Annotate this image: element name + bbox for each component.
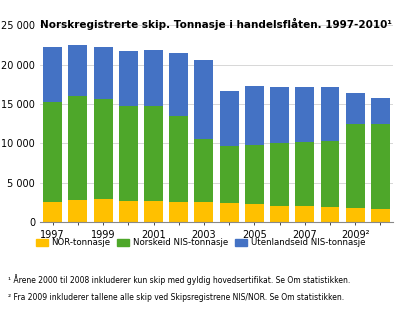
Bar [69, 96, 87, 200]
Bar [94, 99, 113, 199]
Bar [94, 47, 113, 99]
Bar [169, 53, 188, 116]
Bar [43, 47, 62, 102]
Bar [371, 209, 390, 222]
Bar [69, 45, 87, 96]
Bar [295, 87, 314, 142]
Bar [371, 99, 390, 124]
Bar [346, 208, 365, 222]
Bar [371, 124, 390, 209]
Bar [194, 202, 213, 222]
Bar [194, 139, 213, 202]
Bar [119, 201, 138, 222]
Bar [144, 50, 163, 106]
Bar [194, 60, 213, 139]
Text: ¹ Årene 2000 til 2008 inkluderer kun skip med gyldig hovedsertifikat. Se Om stat: ¹ Årene 2000 til 2008 inkluderer kun ski… [8, 274, 350, 285]
Bar [94, 199, 113, 222]
Bar [320, 141, 339, 207]
Bar [43, 202, 62, 222]
Bar [320, 87, 339, 141]
Bar [220, 203, 239, 222]
Legend: NOR-tonnasje, Norskeid NIS-tonnasje, Utenlandseid NIS-tonnasje: NOR-tonnasje, Norskeid NIS-tonnasje, Ute… [32, 235, 369, 251]
Bar [69, 200, 87, 222]
Bar [346, 93, 365, 124]
Bar [144, 106, 163, 201]
Bar [220, 91, 239, 146]
Bar [245, 86, 264, 145]
Bar [119, 51, 138, 106]
Bar [169, 202, 188, 222]
Bar [169, 116, 188, 202]
Bar [270, 143, 289, 206]
Bar [220, 146, 239, 203]
Text: Norskregistrerte skip. Tonnasje i handelsflåten. 1997-2010¹: Norskregistrerte skip. Tonnasje i handel… [40, 17, 392, 29]
Bar [245, 204, 264, 222]
Bar [270, 87, 289, 143]
Bar [320, 207, 339, 222]
Bar [270, 206, 289, 222]
Bar [295, 142, 314, 206]
Bar [295, 206, 314, 222]
Bar [346, 124, 365, 208]
Bar [245, 145, 264, 204]
Bar [144, 201, 163, 222]
Bar [43, 102, 62, 202]
Bar [119, 106, 138, 201]
Text: ² Fra 2009 inkluderer tallene alle skip ved Skipsregistrene NIS/NOR. Se Om stati: ² Fra 2009 inkluderer tallene alle skip … [8, 293, 344, 302]
